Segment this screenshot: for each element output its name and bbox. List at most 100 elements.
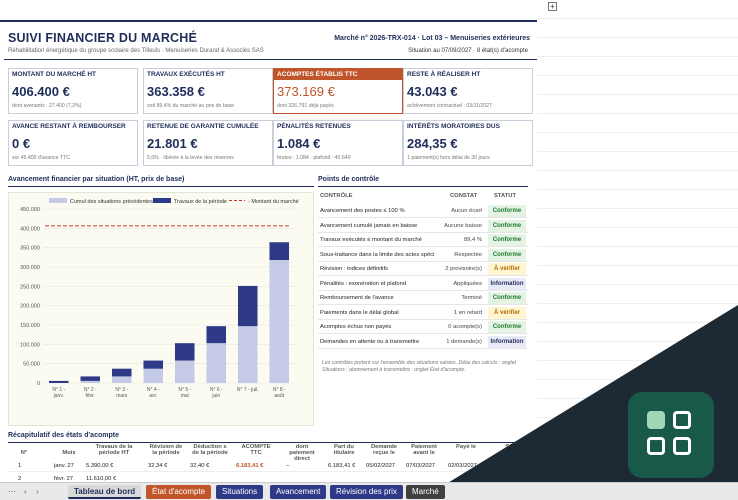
kpi-value: 21.801 € bbox=[147, 136, 198, 151]
dots-icon[interactable]: ⋯ bbox=[8, 487, 16, 496]
grid-row bbox=[537, 76, 738, 95]
control-row[interactable]: Avancement des postes ≤ 100 % Aucun écart… bbox=[318, 204, 528, 218]
col-finding: CONSTAT bbox=[450, 193, 478, 199]
x-tick-label: mars bbox=[116, 393, 128, 399]
control-row[interactable]: Demandes en attente ou à transmettre 1 de… bbox=[318, 335, 528, 349]
control-row[interactable]: Sous-traitance dans la limite des actes … bbox=[318, 248, 528, 262]
control-points-title: Points de contrôle bbox=[318, 176, 380, 183]
status-badge: Conforme bbox=[488, 205, 526, 217]
bar-period-works bbox=[143, 360, 164, 369]
y-tick-label: 200.000 bbox=[20, 304, 40, 310]
recap-col-header: Payé le bbox=[456, 444, 476, 450]
control-row[interactable]: Paiements dans le délai global 1 en retar… bbox=[318, 306, 528, 320]
x-tick-label: N° 5 - bbox=[178, 387, 191, 393]
kpi-label: AVANCE RESTANT À REMBOURSER bbox=[12, 123, 126, 130]
recap-col-header: Révision de la période bbox=[149, 444, 183, 456]
y-tick-label: 300.000 bbox=[20, 265, 40, 271]
header-divider bbox=[4, 59, 537, 60]
control-finding: Aucun écart bbox=[451, 208, 482, 214]
grid-row bbox=[537, 171, 738, 190]
grid-row bbox=[537, 209, 738, 228]
progress-chart-panel: Avancement financier par situation (HT, … bbox=[8, 176, 314, 428]
control-name: Demandes en attente ou à transmettre bbox=[320, 338, 420, 345]
y-tick-label: 250.000 bbox=[20, 284, 40, 290]
progress-chart: 0 50.000 100.000 150.000 200.000 250.000 300.0… bbox=[20, 198, 299, 399]
grid-cell-icon bbox=[647, 437, 665, 455]
table-cell: 07/03/2027 bbox=[406, 463, 436, 469]
control-row[interactable]: Travaux exécutés ≤ montant du marché 89,4… bbox=[318, 233, 528, 247]
sheet-tab[interactable]: Avancement bbox=[270, 485, 327, 499]
x-tick-label: févr. bbox=[86, 393, 95, 399]
control-finding: Respectée bbox=[454, 251, 482, 258]
control-row[interactable]: Révision : indices définitifs 2 provisoir… bbox=[318, 262, 528, 276]
recap-col-header: ACOMPTE TTC bbox=[241, 444, 271, 456]
control-row[interactable]: Acomptes échus non payés 0 acompte(s) Conf… bbox=[318, 320, 528, 334]
control-points-rule bbox=[318, 186, 528, 187]
sheet-tab[interactable]: Situations bbox=[216, 485, 264, 499]
bar-period-works bbox=[111, 368, 132, 377]
grid-row bbox=[537, 19, 738, 38]
grid-row bbox=[537, 0, 738, 19]
table-row[interactable]: 1 janv. 27 5.390,00 € 32,34 € 32,40 € 6.183,4… bbox=[8, 460, 538, 472]
kpi-detail: 5,0% · libérée à la levée des réserves bbox=[147, 155, 234, 161]
control-row[interactable]: Remboursement de l'avance Terminé Conforme bbox=[318, 291, 528, 305]
kpi-card-penalties: PÉNALITÉS RETENUES 1.084 € brutes : 1.08… bbox=[273, 120, 403, 166]
grid-row bbox=[537, 323, 738, 342]
control-name: Sous-traitance dans la limite des actes … bbox=[320, 251, 435, 258]
page-title: SUIVI FINANCIER DU MARCHÉ bbox=[8, 31, 198, 45]
status-badge: Conforme bbox=[488, 234, 526, 246]
control-row[interactable]: Pénalités : exonération et plafond Appliq… bbox=[318, 277, 528, 291]
control-name: Remboursement de l'avance bbox=[320, 295, 394, 301]
bar-period-works bbox=[269, 242, 290, 261]
sheet-tab[interactable]: Tableau de bord bbox=[68, 485, 142, 499]
chevron-left-icon[interactable]: ‹ bbox=[24, 487, 27, 496]
recap-col-header: Part du titulaire bbox=[333, 444, 355, 456]
status-badge: À vérifier bbox=[488, 306, 526, 319]
bar-previous-cumulative bbox=[174, 360, 195, 383]
table-cell: – bbox=[286, 463, 290, 469]
grid-row bbox=[537, 266, 738, 285]
kpi-card-works-executed: TRAVAUX EXÉCUTÉS HT 363.358 € soit 89,4%… bbox=[143, 68, 273, 114]
bar-previous-cumulative bbox=[143, 368, 164, 383]
control-finding: Appliquées bbox=[453, 280, 482, 287]
kpi-card-advance-remaining: AVANCE RESTANT À REMBOURSER 0 € sur 45.4… bbox=[8, 120, 138, 166]
status-badge: Conforme bbox=[488, 248, 526, 261]
grid-cell-icon bbox=[673, 437, 691, 455]
kpi-label: RETENUE DE GARANTIE CUMULÉE bbox=[147, 123, 259, 130]
sheet-tab[interactable]: Marché bbox=[406, 485, 445, 499]
kpi-card-late-interest: INTÉRÊTS MORATOIRES DUS 284,35 € 1 paiem… bbox=[403, 120, 533, 166]
kpi-detail: soit 89,4% du marché au prix de base bbox=[147, 103, 235, 109]
kpi-value: 43.043 € bbox=[407, 84, 458, 99]
chevron-right-icon[interactable]: › bbox=[36, 487, 39, 496]
control-name: Acomptes échus non payés bbox=[320, 324, 392, 330]
recap-col-header: Sta bbox=[505, 444, 515, 450]
col-status: STATUT bbox=[494, 193, 517, 199]
x-tick-label: N° 2 - bbox=[84, 387, 97, 393]
bar-period-works bbox=[80, 376, 101, 381]
x-tick-label: mai bbox=[181, 393, 189, 399]
kpi-value: 363.358 € bbox=[147, 84, 205, 99]
grid-cell-icon bbox=[647, 411, 665, 429]
grid-row bbox=[537, 38, 738, 57]
grid-row bbox=[537, 228, 738, 247]
bar-previous-cumulative bbox=[80, 380, 101, 383]
bar-previous-cumulative bbox=[269, 260, 290, 383]
sheet-tab[interactable]: État d'acompte bbox=[146, 485, 212, 499]
x-tick-label: N° 4 - bbox=[147, 387, 160, 393]
control-row[interactable]: Avancement cumulé jamais en baisse Aucune… bbox=[318, 219, 528, 233]
grid-row bbox=[537, 57, 738, 76]
chart-area[interactable]: 0 50.000 100.000 150.000 200.000 250.000 300.0… bbox=[8, 192, 314, 426]
status-badge: Conforme bbox=[488, 292, 526, 304]
expand-icon[interactable]: + bbox=[548, 2, 557, 11]
recap-title: Récapitulatif des états d'acompte bbox=[8, 432, 119, 439]
grid-row bbox=[537, 247, 738, 266]
col-control: CONTRÔLE bbox=[320, 193, 353, 199]
table-cell: 6.183,41 € bbox=[328, 463, 356, 469]
grid-row bbox=[537, 361, 738, 380]
legend-label: - Montant du marché bbox=[248, 199, 299, 205]
sheet-tab[interactable]: Révision des prix bbox=[330, 485, 403, 499]
control-points-note: Les contrôles portent sur l'ensemble des… bbox=[322, 360, 516, 373]
status-badge: Conforme bbox=[488, 321, 526, 333]
app-grid-icon[interactable] bbox=[628, 392, 714, 478]
